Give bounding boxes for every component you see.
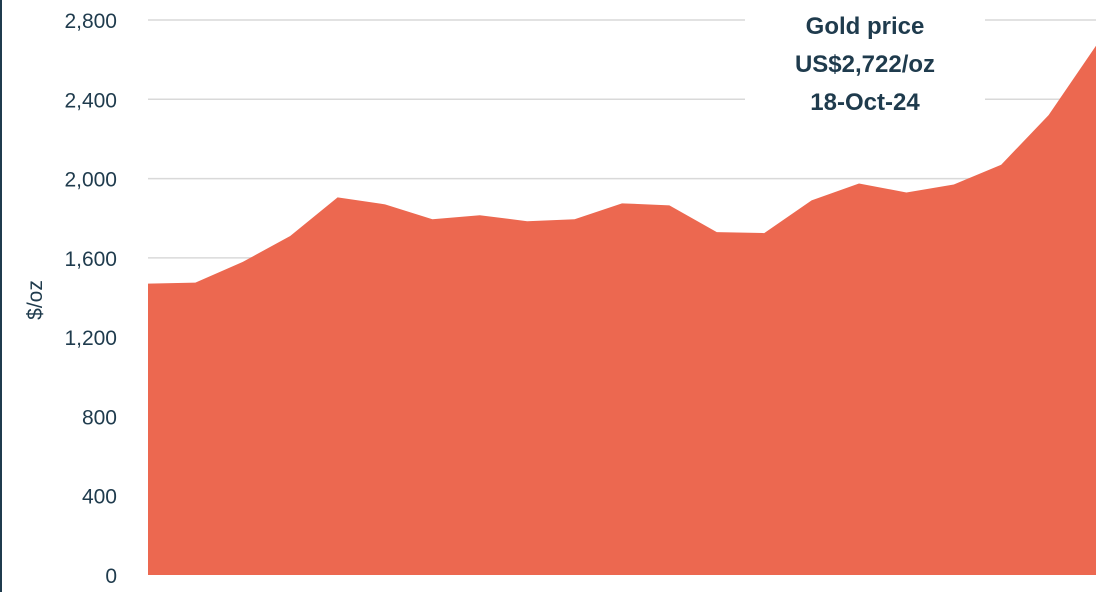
annotation-title: Gold price: [805, 13, 925, 40]
y-tick-label-2000: 2,000: [64, 169, 117, 192]
y-tick-label-2400: 2,400: [64, 89, 117, 112]
annotation-price: US$2,722/oz: [794, 51, 936, 78]
y-tick-label-0: 0: [105, 565, 117, 588]
area-fill: [148, 45, 1096, 575]
y-tick-label-2800: 2,800: [64, 10, 117, 33]
y-tick-label-1600: 1,600: [64, 248, 117, 271]
area-series: [148, 45, 1096, 575]
annotation-date: 18-Oct-24: [810, 89, 920, 116]
y-tick-label-800: 800: [82, 406, 117, 429]
y-tick-label-400: 400: [82, 486, 117, 509]
left-border: [0, 0, 2, 592]
price-annotation: Gold price US$2,722/oz 18-Oct-24: [745, 4, 985, 130]
y-axis-label: $/oz: [24, 280, 47, 320]
y-tick-label-1200: 1,200: [64, 327, 117, 350]
y-axis: 0 400 800 1,200 1,600 2,000 2,400 2,800: [64, 10, 117, 588]
